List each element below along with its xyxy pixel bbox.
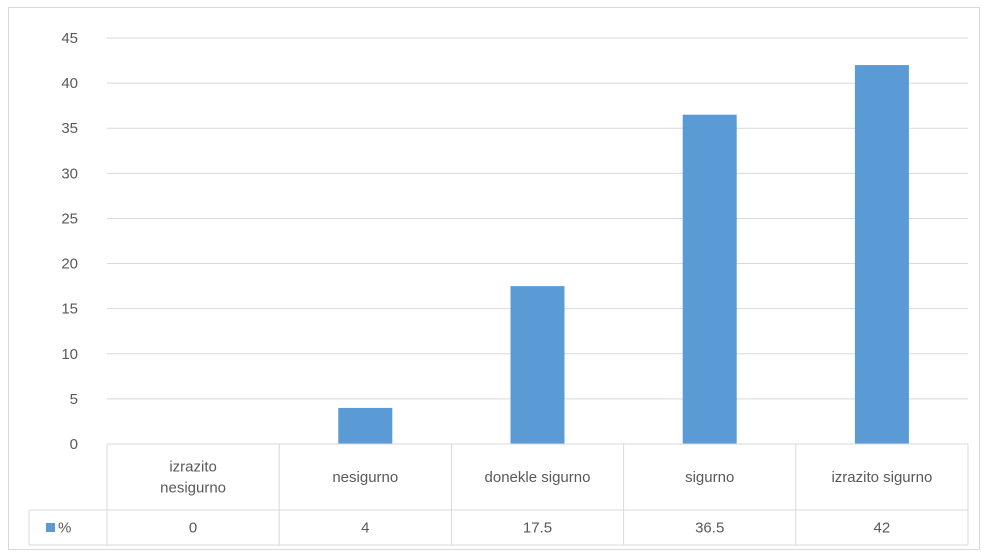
bar (510, 286, 565, 444)
data-value-label: 17.5 (523, 520, 552, 537)
legend-swatch (46, 523, 55, 532)
y-tick-label: 35 (61, 120, 78, 137)
y-tick-label: 40 (61, 75, 78, 92)
x-category-label: izrazito sigurno (831, 469, 932, 486)
bar (338, 407, 393, 444)
x-category-label: donekle sigurno (485, 469, 591, 486)
data-value-label: 36.5 (695, 520, 724, 537)
y-tick-label: 0 (70, 436, 78, 453)
y-tick-label: 25 (61, 210, 78, 227)
y-tick-label: 45 (61, 30, 78, 47)
y-tick-label: 15 (61, 301, 78, 318)
y-tick-label: 30 (61, 165, 78, 182)
data-value-label: 4 (361, 520, 369, 537)
legend-series-name: % (58, 520, 71, 537)
x-category-label: izrazito nesigurno (160, 459, 226, 497)
y-tick-label: 5 (70, 391, 78, 408)
chart-frame (8, 7, 980, 550)
y-tick-label: 10 (61, 346, 78, 363)
data-value-label: 0 (189, 520, 197, 537)
bar (682, 114, 737, 444)
bar (854, 65, 909, 445)
x-category-label: nesigurno (332, 469, 398, 486)
y-tick-label: 20 (61, 256, 78, 273)
x-category-label: sigurno (685, 469, 734, 486)
data-value-label: 42 (874, 520, 891, 537)
